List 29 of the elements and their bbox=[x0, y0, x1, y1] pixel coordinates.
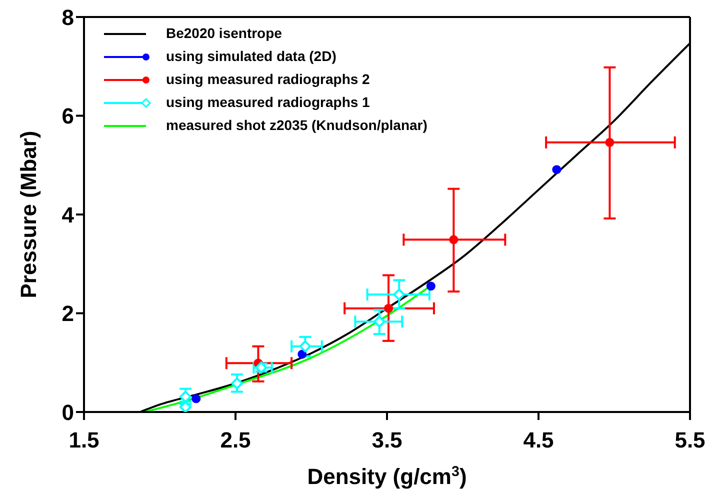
point bbox=[192, 394, 201, 404]
y-tick-label: 4 bbox=[62, 202, 75, 228]
x-tick-label: 5.5 bbox=[674, 428, 706, 453]
y-tick-label: 6 bbox=[62, 104, 74, 129]
point bbox=[426, 282, 436, 291]
point bbox=[180, 401, 192, 412]
point bbox=[299, 340, 312, 352]
x-tick-label: 2.5 bbox=[220, 428, 251, 453]
legend-label: using simulated data (2D) bbox=[166, 47, 336, 66]
point bbox=[384, 304, 394, 313]
y-tick-label: 8 bbox=[62, 4, 74, 30]
point bbox=[552, 165, 562, 174]
point bbox=[231, 377, 244, 390]
x-tick-label: 1.5 bbox=[68, 428, 100, 453]
x-tick-label: 3.5 bbox=[372, 428, 402, 453]
point bbox=[298, 350, 307, 359]
point bbox=[373, 316, 386, 328]
y-tick-label: 0 bbox=[62, 400, 74, 425]
legend-label: measured shot z2035 (Knudson/planar) bbox=[166, 116, 428, 135]
point bbox=[393, 288, 406, 300]
legend-label: using measured radiographs 2 bbox=[166, 70, 370, 89]
legend-label: using measured radiographs 1 bbox=[166, 93, 370, 112]
x-tick-label: 4.5 bbox=[523, 428, 554, 453]
x-axis-title: Density (g/cm$^{3}$) bbox=[307, 464, 467, 489]
y-tick-label: 2 bbox=[62, 301, 74, 326]
y-axis-title: Pressure (Mbar) bbox=[16, 130, 40, 298]
legend-label: Be2020 isentrope bbox=[166, 24, 282, 43]
point bbox=[605, 138, 614, 147]
point bbox=[449, 235, 458, 244]
